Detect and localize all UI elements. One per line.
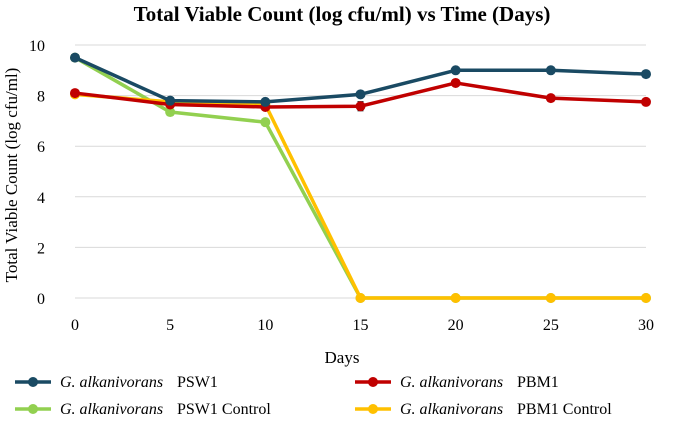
data-point: [641, 96, 651, 107]
data-point: [355, 101, 366, 112]
data-point: [641, 293, 651, 303]
data-point: [165, 107, 176, 118]
legend-swatch-marker: [28, 377, 38, 387]
x-tick-label: 5: [166, 317, 174, 334]
x-tick-label: 20: [448, 317, 464, 334]
y-tick-label: 6: [37, 139, 45, 156]
legend-item-pbm1-control: G. alkanivorans PBM1 Control: [355, 401, 612, 418]
chart-title: Total Viable Count (log cfu/ml) vs Time …: [134, 2, 551, 26]
legend-species: G. alkanivorans: [60, 374, 163, 391]
data-point: [545, 293, 556, 303]
data-point: [641, 69, 651, 80]
gridlines: [75, 44, 646, 299]
legend-swatch-marker: [28, 404, 38, 414]
legend-swatch-marker: [368, 377, 378, 387]
y-axis-label: Total Viable Count (log cfu/ml): [2, 68, 21, 283]
data-point: [260, 96, 271, 107]
x-tick-label: 25: [543, 317, 559, 334]
data-point: [355, 293, 366, 303]
y-tick-label: 0: [37, 291, 45, 308]
data-point: [450, 65, 461, 76]
series-group: [70, 52, 651, 303]
legend-species: G. alkanivorans: [60, 401, 163, 418]
series-line: [74, 92, 646, 300]
x-axis-label: Days: [325, 348, 360, 367]
y-axis-ticks: 0 2 4 6 8 10: [29, 38, 45, 308]
data-point: [260, 117, 271, 128]
legend-strain: PBM1: [517, 374, 559, 391]
legend-species: G. alkanivorans: [400, 401, 503, 418]
data-point: [545, 93, 556, 104]
legend-item-pbm1: G. alkanivorans PBM1: [355, 374, 559, 391]
legend-item-psw1: G. alkanivorans PSW1: [15, 374, 218, 391]
x-tick-label: 10: [257, 317, 273, 334]
legend-swatch-marker: [368, 404, 378, 414]
legend-item-psw1-control: G. alkanivorans PSW1 Control: [15, 401, 271, 418]
legend-strain: PSW1: [177, 374, 218, 391]
series-pbm1-control: [70, 89, 651, 303]
data-point: [70, 52, 80, 63]
y-tick-label: 8: [37, 89, 45, 106]
series-psw1: [70, 52, 651, 107]
legend-species: G. alkanivorans: [400, 374, 503, 391]
y-tick-label: 4: [37, 190, 45, 207]
data-point: [545, 65, 556, 76]
x-axis-ticks: 0 5 10 15 20 25 30: [71, 317, 654, 334]
data-point: [70, 88, 80, 99]
legend: G. alkanivorans PSW1 G. alkanivorans PBM1G.…: [15, 374, 612, 418]
data-point: [355, 89, 366, 100]
x-tick-label: 15: [353, 317, 369, 334]
legend-strain: PSW1 Control: [177, 401, 271, 418]
data-point: [450, 77, 461, 88]
x-tick-label: 30: [638, 317, 654, 334]
data-point: [165, 95, 176, 106]
data-point: [450, 293, 461, 303]
y-tick-label: 2: [37, 240, 45, 257]
legend-strain: PBM1 Control: [517, 401, 612, 418]
x-tick-label: 0: [71, 317, 79, 334]
y-tick-label: 10: [29, 38, 45, 55]
